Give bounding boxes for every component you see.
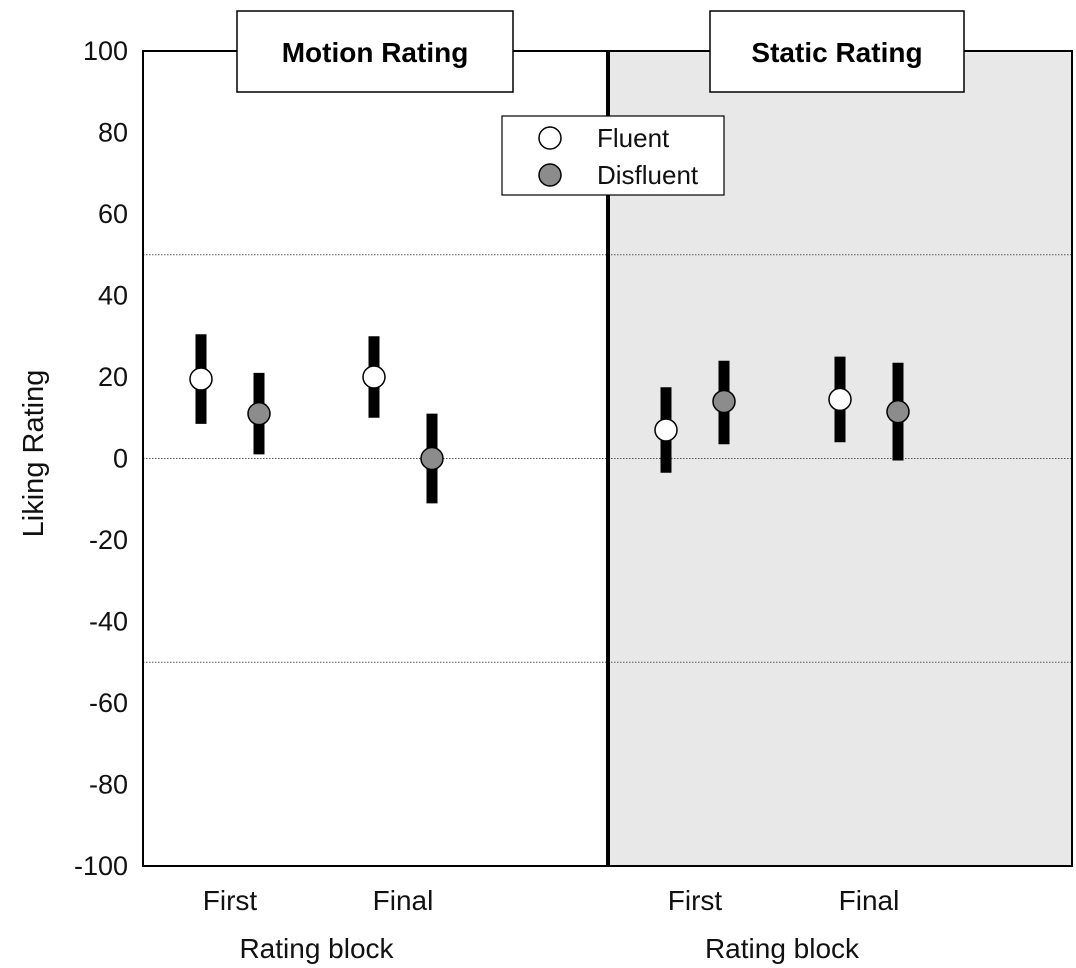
x-axis-label: Rating block — [239, 933, 394, 964]
point-disfluent-first — [247, 401, 271, 426]
y-tick-label: 100 — [83, 36, 128, 66]
y-tick-label: 40 — [98, 281, 128, 311]
panel-title: Static Rating — [751, 37, 922, 68]
point-fluent-final — [828, 387, 852, 412]
point-fluent-final — [362, 365, 386, 389]
y-tick-label: 20 — [98, 362, 128, 392]
y-tick-label: -60 — [89, 688, 128, 718]
legend-label: Fluent — [597, 123, 670, 153]
y-tick-label: -100 — [74, 851, 128, 881]
legend-marker-disfluent — [538, 163, 562, 187]
panel-title-box — [709, 10, 965, 93]
point-disfluent-final — [420, 446, 444, 471]
point-disfluent-first — [712, 389, 736, 414]
x-tick-label: First — [203, 885, 258, 916]
point-disfluent-final — [886, 399, 910, 424]
point-fluent-first — [654, 418, 678, 442]
legend-label: Disfluent — [597, 160, 699, 190]
panel-title-box — [236, 10, 514, 93]
x-tick-label: Final — [839, 885, 900, 916]
panel-title: Motion Rating — [282, 37, 469, 68]
legend-marker-fluent — [538, 126, 562, 150]
y-tick-label: 60 — [98, 199, 128, 229]
y-tick-label: 0 — [113, 444, 128, 474]
y-tick-label: 80 — [98, 118, 128, 148]
legend-box — [501, 115, 725, 196]
y-tick-label: -20 — [89, 525, 128, 555]
y-tick-label: -80 — [89, 770, 128, 800]
x-tick-label: Final — [373, 885, 434, 916]
point-fluent-first — [189, 367, 213, 391]
x-tick-label: First — [668, 885, 723, 916]
y-axis-label: Liking Rating — [18, 370, 50, 538]
x-axis-label: Rating block — [705, 933, 860, 964]
y-tick-label: -40 — [89, 607, 128, 637]
